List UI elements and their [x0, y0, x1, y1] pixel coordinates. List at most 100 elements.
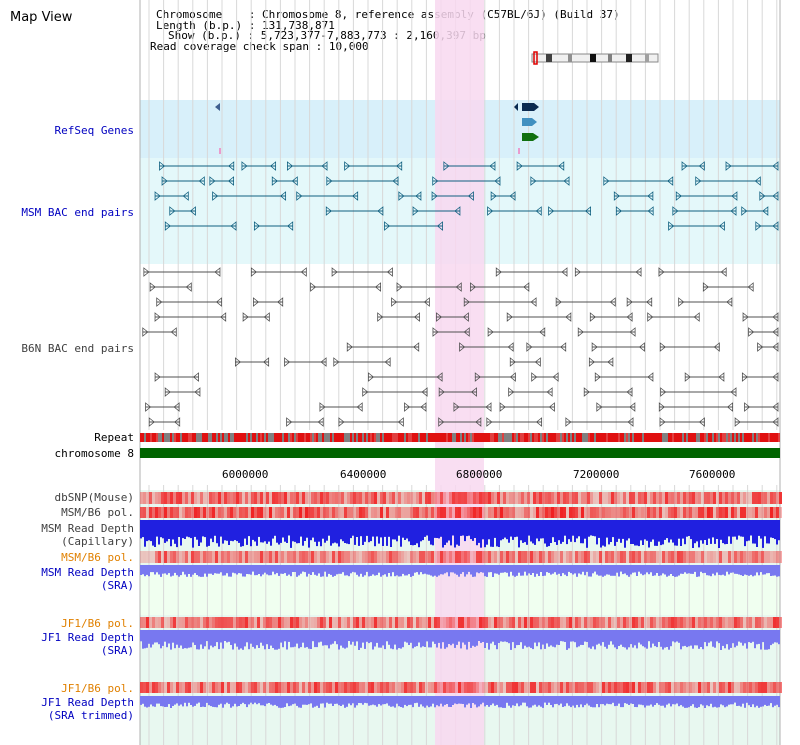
msm-bac-pair: [169, 206, 176, 216]
jf1-depth-sra-bar: [270, 630, 272, 646]
msm-b6-pol-cell: [257, 507, 260, 518]
msm-b6-pol-orange-cell: [548, 551, 551, 563]
repeat-element: [580, 433, 582, 442]
jf1-b6-pol-cell: [389, 617, 392, 628]
repeat-element: [168, 433, 170, 442]
repeat-element: [158, 433, 160, 442]
dbsnp-density-cell: [263, 492, 266, 504]
jf1-b6-pol-cell: [614, 617, 617, 628]
b6n-bac-pair: [397, 417, 404, 427]
jf1-b6-pol-2-cell: [587, 682, 590, 693]
msm-depth-sra-bar: [308, 565, 310, 574]
msm-bac-pair: [698, 161, 705, 171]
b6n-bac-pair: [626, 297, 633, 307]
msm-b6-pol-cell: [416, 507, 419, 518]
dbsnp-density-cell: [290, 492, 293, 504]
jf1-b6-pol-2-cell: [521, 682, 524, 693]
msm-b6-pol-orange-cell: [605, 551, 608, 563]
repeat-element: [728, 433, 730, 442]
msm-b6-pol-cell: [491, 507, 494, 518]
msm-depth-sra-bar: [654, 565, 656, 576]
msm-depth-capillary-bar: [574, 520, 576, 543]
jf1-depth-trimmed-bar: [556, 696, 558, 704]
msm-depth-capillary-bar: [698, 520, 700, 548]
msm-depth-sra-bar: [502, 565, 504, 573]
jf1-depth-sra-bar: [486, 630, 488, 643]
msm-b6-pol-orange-cell: [299, 551, 302, 563]
msm-depth-capillary-bar: [406, 520, 408, 539]
jf1-depth-trimmed-bar: [346, 696, 348, 707]
b6n-bac-pair: [286, 417, 293, 427]
dbsnp-density-cell: [635, 492, 638, 504]
jf1-depth-sra-bar: [344, 630, 346, 649]
repeat-element: [166, 433, 168, 442]
msm-b6-pol-orange-cell: [737, 551, 740, 563]
jf1-depth-sra-bar: [542, 630, 544, 645]
b6n-bac-pair: [396, 282, 403, 292]
jf1-b6-pol-2-cell: [650, 682, 653, 693]
ideogram-band: [645, 54, 649, 62]
jf1-depth-trimmed-bar: [398, 696, 400, 707]
dbsnp-density-cell: [176, 492, 179, 504]
jf1-depth-sra-bar: [552, 630, 554, 647]
msm-depth-capillary-bar: [284, 520, 286, 542]
msm-depth-sra-bar: [160, 565, 162, 577]
jf1-b6-pol-cell: [365, 617, 368, 628]
dbsnp-density-cell: [347, 492, 350, 504]
jf1-b6-pol-cell: [398, 617, 401, 628]
jf1-b6-pol-2-cell: [272, 682, 275, 693]
msm-depth-capillary-bar: [692, 520, 694, 548]
msm-bac-pair: [681, 161, 688, 171]
msm-b6-pol-cell: [203, 507, 206, 518]
jf1-b6-pol-2-cell: [773, 682, 776, 693]
b6n-bac-label[interactable]: B6N BAC end pairs: [21, 342, 134, 355]
msm-bac-pair: [212, 191, 219, 201]
refseq-genes-label[interactable]: RefSeq Genes: [54, 124, 134, 137]
msm-bac-label[interactable]: MSM BAC end pairs: [21, 206, 134, 219]
jf1-b6-pol-cell: [491, 617, 494, 628]
msm-b6-pol-orange-cell: [338, 551, 341, 563]
b6n-bac-pair: [331, 267, 338, 277]
jf1-b6-pol-2-cell: [206, 682, 209, 693]
jf1-depth-sra-bar: [582, 630, 584, 645]
msm-depth-sra-bar: [592, 565, 594, 574]
repeat-element: [534, 433, 536, 442]
msm-depth-sra-bar: [546, 565, 548, 573]
repeat-element: [770, 433, 772, 442]
dbsnp-density-cell: [173, 492, 176, 504]
msm-depth-sra-bar: [154, 565, 156, 575]
jf1-depth-sra-bar: [366, 630, 368, 642]
repeat-element: [160, 433, 162, 442]
msm-depth-sra-bar: [524, 565, 526, 572]
repeat-element: [150, 433, 152, 442]
jf1-b6-pol-2-cell: [707, 682, 710, 693]
msm-b6-pol-orange-cell: [368, 551, 371, 563]
jf1-depth-trimmed-bar: [490, 696, 492, 706]
jf1-b6-pol-cell: [230, 617, 233, 628]
dbsnp-density-cell: [779, 492, 782, 504]
msm-depth-capillary-bar: [674, 520, 676, 546]
jf1-b6-pol-2-cell: [437, 682, 440, 693]
jf1-b6-pol-2-cell: [512, 682, 515, 693]
jf1-depth-sra-bar: [566, 630, 568, 650]
msm-depth-sra-bar: [576, 565, 578, 577]
msm-depth-capillary-bar: [150, 520, 152, 542]
msm-b6-pol-cell: [470, 507, 473, 518]
b6n-bac-pair: [526, 342, 533, 352]
msm-depth-sra-bar: [300, 565, 302, 574]
info-show-key: Show (b.p.): [168, 29, 241, 42]
msm-b6-pol-orange-cell: [239, 551, 242, 563]
jf1-depth-sra-bar: [170, 630, 172, 650]
msm-b6-pol-orange-cell: [140, 551, 143, 563]
jf1-b6-pol-2-cell: [269, 682, 272, 693]
msm-b6-pol-cell: [482, 507, 485, 518]
repeat-element: [666, 433, 668, 442]
msm-depth-capillary-bar: [734, 520, 736, 537]
repeat-element: [756, 433, 758, 442]
b6n-bac-pair: [368, 372, 375, 382]
msm-b6-pol-orange-cell: [659, 551, 662, 563]
msm-depth-sra-bar: [694, 565, 696, 572]
jf1-depth-sra-bar: [354, 630, 356, 646]
